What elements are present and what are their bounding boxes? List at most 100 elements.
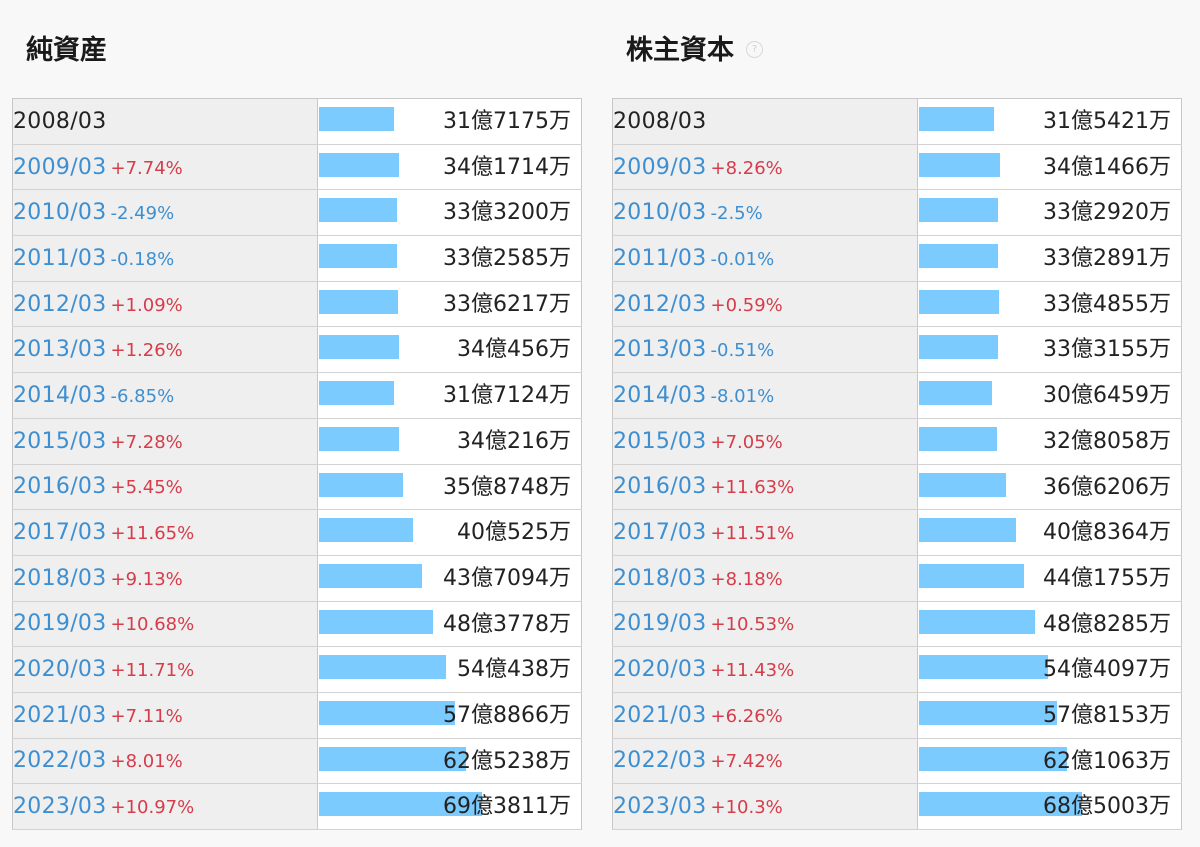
period-link[interactable]: 2014/03 [613,382,707,408]
period-cell: 2023/03 +10.97% [12,783,318,830]
value-bar [319,335,399,360]
period-link[interactable]: 2022/03 [613,748,707,774]
change-percent: +0.59% [710,294,783,316]
table-row: 2013/03 -0.51% 33億3155万 [612,326,1182,374]
bar-cell: 33億2585万 [317,235,582,282]
table-row: 2010/03 -2.5% 33億2920万 [612,189,1182,237]
change-percent: -2.49% [110,203,175,225]
change-percent: -8.01% [710,385,775,407]
period-link[interactable]: 2010/03 [13,200,107,226]
period-cell: 2012/03 +0.59% [612,281,918,328]
table-row: 2013/03 +1.26% 34億456万 [12,326,582,374]
value-bar [319,609,433,634]
period-cell: 2019/03 +10.68% [12,601,318,648]
period-link[interactable]: 2016/03 [613,474,707,500]
period-cell: 2009/03 +8.26% [612,144,918,191]
period-link[interactable]: 2011/03 [13,245,107,271]
value-bar [319,563,422,588]
value-bar [919,198,998,223]
period-link[interactable]: 2017/03 [13,520,107,546]
period-link[interactable]: 2015/03 [613,428,707,454]
period-link[interactable]: 2015/03 [13,428,107,454]
value-label: 34億216万 [457,428,571,454]
bar-cell: 40億525万 [317,509,582,556]
shareholders-equity-rows: 2008/03 31億5421万 2009/03 +8.26% 34億1466万 2010… [612,98,1182,830]
period-label: 2008/03 [613,108,707,134]
value-label: 30億6459万 [1043,383,1171,409]
period-link[interactable]: 2020/03 [613,657,707,683]
period-link[interactable]: 2019/03 [13,611,107,637]
value-label: 69億3811万 [443,794,571,820]
period-link[interactable]: 2018/03 [613,565,707,591]
period-link[interactable]: 2021/03 [13,702,107,728]
value-label: 33億4855万 [1043,291,1171,317]
period-link[interactable]: 2023/03 [13,794,107,820]
value-bar [919,792,1082,817]
value-bar [919,244,998,269]
period-link[interactable]: 2010/03 [613,200,707,226]
value-bar [319,700,455,725]
value-label: 33億6217万 [443,291,571,317]
table-row: 2017/03 +11.65% 40億525万 [12,509,582,556]
value-label: 43億7094万 [443,565,571,591]
period-link[interactable]: 2016/03 [13,474,107,500]
help-icon[interactable]: ? [746,41,763,58]
table-row: 2016/03 +11.63% 36億6206万 [612,464,1182,511]
value-bar [319,655,446,680]
net-assets-title-text: 純資産 [26,35,107,66]
period-link[interactable]: 2012/03 [613,291,707,317]
period-link[interactable]: 2009/03 [613,154,707,180]
table-row: 2008/03 31億7175万 [12,98,582,145]
value-bar [919,381,992,406]
bar-cell: 69億3811万 [317,783,582,830]
value-label: 44億1755万 [1043,565,1171,591]
period-cell: 2010/03 -2.49% [12,189,318,237]
value-bar [919,609,1035,634]
change-percent: +10.97% [110,797,195,819]
table-row: 2022/03 +7.42% 62億1063万 [612,738,1182,785]
period-link[interactable]: 2020/03 [13,657,107,683]
bar-cell: 43億7094万 [317,555,582,602]
change-percent: +9.13% [110,568,183,590]
period-link[interactable]: 2013/03 [13,337,107,363]
value-bar [319,244,397,269]
value-label: 54億4097万 [1043,657,1171,683]
period-cell: 2009/03 +7.74% [12,144,318,191]
bar-cell: 36億6206万 [917,464,1182,511]
period-link[interactable]: 2018/03 [13,565,107,591]
period-cell: 2016/03 +11.63% [612,464,918,511]
period-cell: 2019/03 +10.53% [612,601,918,648]
value-label: 57億8866万 [443,702,571,728]
period-cell: 2015/03 +7.28% [12,418,318,465]
change-percent: +7.28% [110,431,183,453]
period-link[interactable]: 2022/03 [13,748,107,774]
period-cell: 2014/03 -6.85% [12,372,318,419]
period-label: 2008/03 [13,108,107,134]
change-percent: +10.3% [710,797,783,819]
value-bar [919,107,994,131]
period-link[interactable]: 2013/03 [613,337,707,363]
table-row: 2009/03 +7.74% 34億1714万 [12,144,582,191]
period-link[interactable]: 2023/03 [613,794,707,820]
period-link[interactable]: 2019/03 [613,611,707,637]
period-link[interactable]: 2017/03 [613,520,707,546]
bar-cell: 48億3778万 [317,601,582,648]
value-bar [919,426,997,451]
value-bar [319,381,394,406]
value-label: 68億5003万 [1043,794,1171,820]
bar-cell: 57億8153万 [917,692,1182,739]
period-link[interactable]: 2012/03 [13,291,107,317]
bar-cell: 54億4097万 [917,646,1182,693]
change-percent: +8.01% [110,751,183,773]
value-bar [919,518,1016,543]
period-link[interactable]: 2021/03 [613,702,707,728]
table-row: 2015/03 +7.05% 32億8058万 [612,418,1182,465]
period-link[interactable]: 2009/03 [13,154,107,180]
change-percent: +11.65% [110,523,195,545]
value-bar [319,198,397,223]
table-row: 2014/03 -6.85% 31億7124万 [12,372,582,419]
period-link[interactable]: 2014/03 [13,382,107,408]
period-link[interactable]: 2011/03 [613,245,707,271]
period-cell: 2020/03 +11.71% [12,646,318,693]
table-row: 2019/03 +10.53% 48億8285万 [612,601,1182,648]
